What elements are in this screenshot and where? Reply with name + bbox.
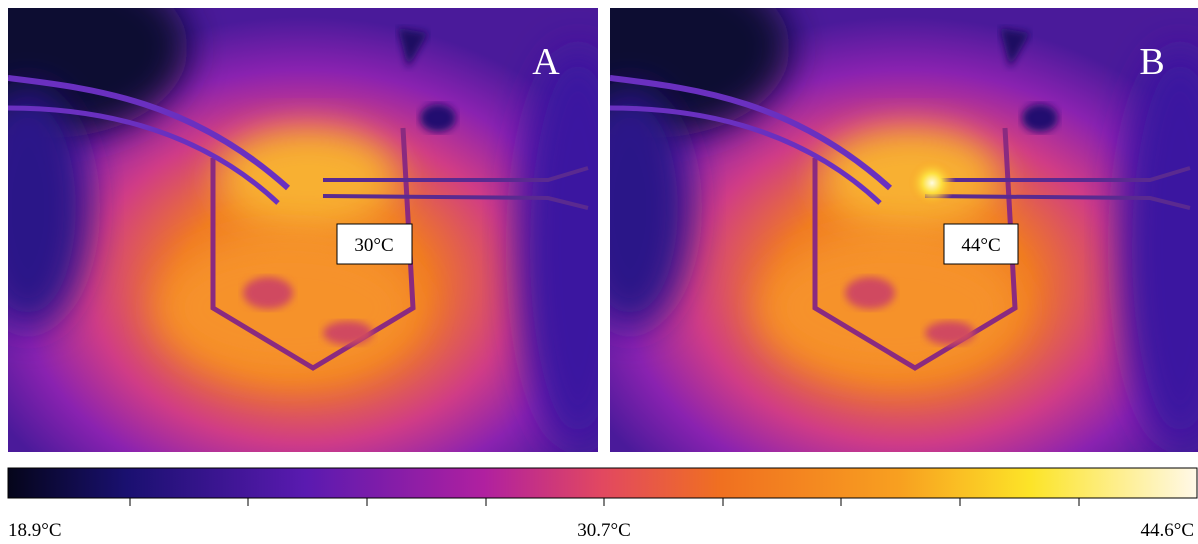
- colorbar-min: 18.9°C: [8, 520, 62, 541]
- colorbar-ticks: [130, 498, 1079, 506]
- thermal-image: [510, 0, 1198, 452]
- annotation: 30°C: [354, 235, 393, 256]
- annotation: 44°C: [961, 235, 1000, 256]
- colorbar-gradient: [8, 468, 1197, 498]
- panel-b: B 44°C: [510, 0, 1198, 452]
- colorbar: 18.9°C 30.7°C 44.6°C: [8, 468, 1197, 541]
- panel-label: A: [532, 41, 560, 83]
- colorbar-max: 44.6°C: [1140, 520, 1194, 541]
- hot-spot: [908, 159, 956, 207]
- colorbar-mid: 30.7°C: [577, 520, 631, 541]
- panel-label: B: [1139, 41, 1164, 83]
- figure: A 30°C B 44°C 18.9°C 30.7°C 44.6°C: [0, 0, 1198, 544]
- panel-a: A 30°C: [0, 0, 638, 452]
